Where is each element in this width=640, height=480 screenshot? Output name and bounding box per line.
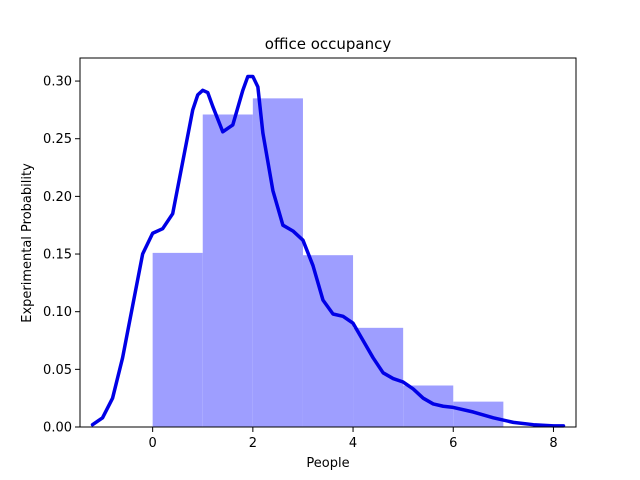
x-axis-label: People bbox=[306, 456, 349, 471]
histogram-bar-2 bbox=[252, 98, 303, 427]
kde-curve bbox=[90, 74, 566, 428]
y-tick-label-6: 0.30 bbox=[43, 75, 72, 90]
histogram-bar-4 bbox=[353, 327, 404, 427]
histogram-bar-3 bbox=[302, 255, 354, 427]
x-tick-label-0: 0 bbox=[149, 436, 157, 451]
y-tick-label-1: 0.05 bbox=[43, 363, 72, 378]
x-axis-ticks: 0 2 4 6 8 bbox=[149, 427, 558, 451]
y-tick-label-5: 0.25 bbox=[43, 132, 72, 147]
x-tick-label-1: 2 bbox=[249, 436, 257, 451]
y-tick-label-2: 0.10 bbox=[43, 305, 72, 320]
histogram-bar-1 bbox=[202, 114, 253, 428]
y-axis-label: Experimental Probability bbox=[20, 163, 35, 323]
x-tick-label-3: 6 bbox=[449, 436, 457, 451]
y-tick-label-0: 0.00 bbox=[43, 421, 72, 436]
x-tick-label-2: 4 bbox=[349, 436, 357, 451]
y-tick-label-3: 0.15 bbox=[43, 248, 72, 263]
y-axis-ticks: 0.00 0.05 0.10 0.15 0.20 0.25 0.30 bbox=[43, 75, 80, 436]
y-tick-label-4: 0.20 bbox=[43, 190, 72, 205]
x-tick-label-4: 8 bbox=[549, 436, 557, 451]
histogram-bar-0 bbox=[152, 252, 203, 427]
chart-title: office occupancy bbox=[265, 35, 392, 53]
histogram-bars bbox=[152, 98, 504, 428]
plot-frame bbox=[79, 57, 577, 428]
